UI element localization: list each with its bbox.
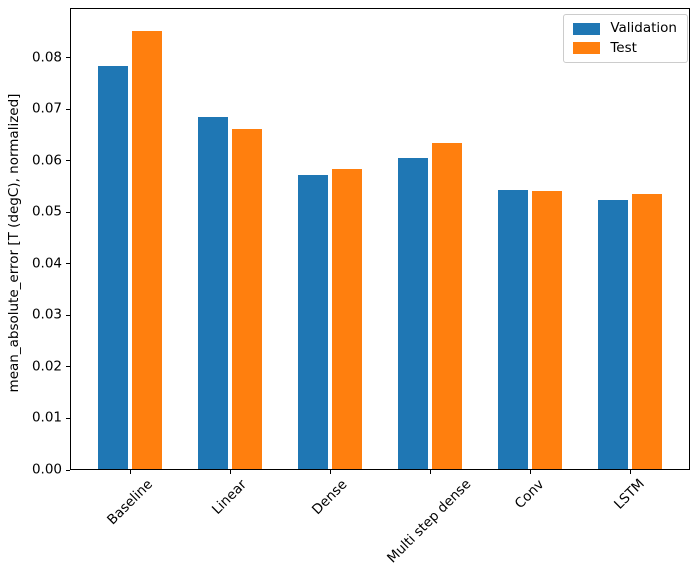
validation-color-swatch-icon: [573, 22, 601, 35]
plot-area: [70, 8, 690, 470]
legend-entry-test: Test: [573, 39, 677, 56]
legend: Validation Test: [563, 14, 688, 63]
x-tick-mark: [329, 470, 331, 474]
x-tick-label: LSTM: [611, 476, 648, 513]
x-tick-mark: [429, 470, 431, 474]
x-tick-label: Linear: [208, 476, 250, 518]
x-tick-mark: [629, 470, 631, 474]
y-tick-label: 0.08: [31, 49, 62, 66]
y-tick-label: 0.01: [31, 409, 62, 426]
x-tick-label: Multi step dense: [384, 476, 475, 567]
x-tick-mark: [229, 470, 231, 474]
x-tick-label: Baseline: [103, 476, 156, 528]
legend-label-test: Test: [610, 39, 637, 56]
x-tick-label: Dense: [308, 476, 350, 518]
x-tick-label: Conv: [511, 476, 548, 512]
y-tick-label: 0.00: [31, 461, 62, 478]
y-axis-label: mean_absolute_error [T (degC), normalize…: [6, 93, 22, 393]
x-tick-mark: [529, 470, 531, 474]
legend-label-validation: Validation: [610, 20, 677, 36]
legend-entry-validation: Validation: [573, 20, 677, 36]
x-tick-mark: [129, 470, 131, 474]
test-color-swatch-icon: [573, 42, 601, 55]
